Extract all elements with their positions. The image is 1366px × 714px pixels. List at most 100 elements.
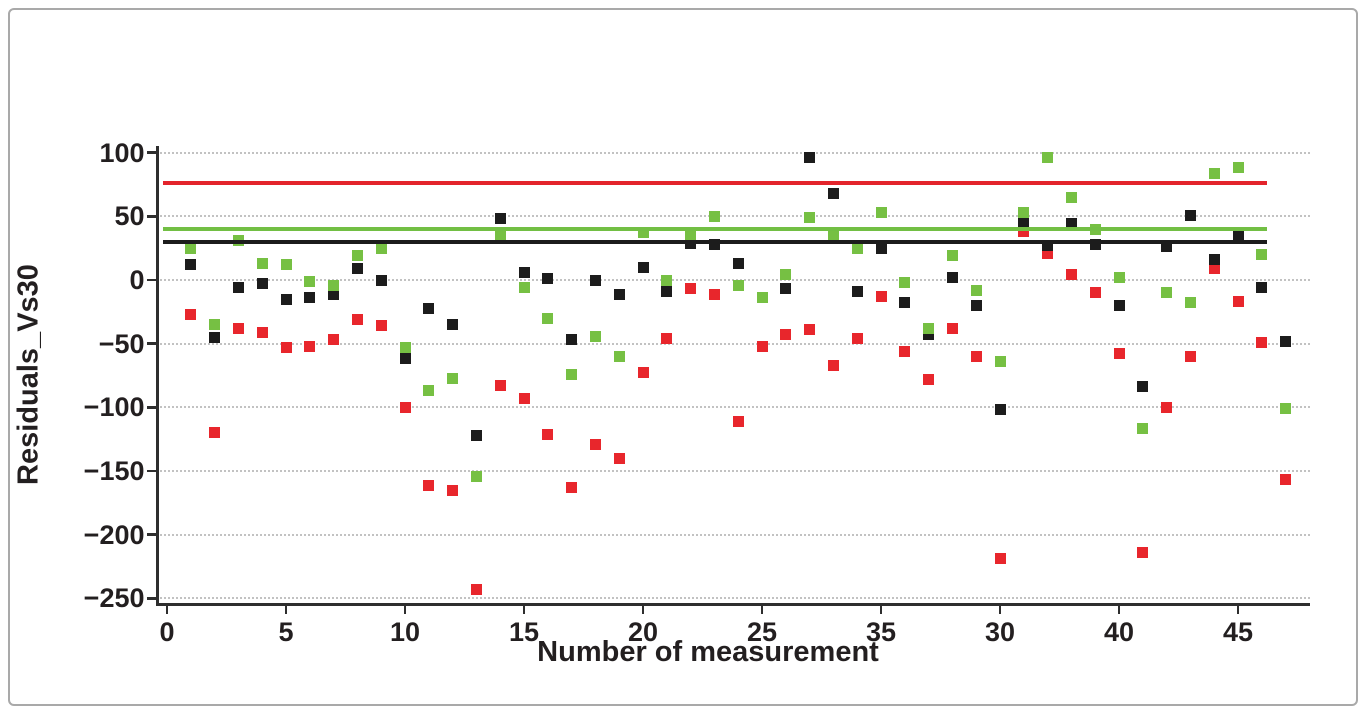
y-tick-label--150: −150 (83, 455, 145, 486)
black-data-point (851, 285, 863, 297)
green-data-point (756, 292, 768, 304)
y-axis-title: Residuals_Vs30 (12, 264, 45, 485)
red-data-point (827, 359, 839, 371)
figure-border (8, 8, 1358, 706)
green-data-point (280, 259, 292, 271)
black-data-point (447, 319, 459, 331)
green-data-point (209, 319, 221, 331)
green-data-point (566, 368, 578, 380)
green-data-point (494, 228, 506, 240)
y-tick--100 (146, 406, 156, 409)
black-data-point (304, 292, 316, 304)
x-axis-title: Number of measurement (537, 636, 879, 668)
x-axis-line (155, 602, 1310, 606)
y-tick--50 (146, 342, 156, 345)
y-tick-50 (146, 215, 156, 218)
black-data-point (923, 329, 935, 341)
red-data-point (1137, 546, 1149, 558)
black-data-point (518, 266, 530, 278)
green-data-point (851, 242, 863, 254)
x-tick-40 (1117, 605, 1121, 614)
black-data-point (328, 288, 340, 300)
black-data-point (994, 404, 1006, 416)
gridline-y--150 (155, 469, 1310, 472)
red-data-point (375, 320, 387, 332)
black-data-point (899, 297, 911, 309)
red-data-point (708, 288, 720, 300)
red-data-point (685, 283, 697, 295)
y-tick-label--200: −200 (83, 519, 145, 550)
y-tick--250 (146, 597, 156, 600)
green-data-point (399, 341, 411, 353)
red-data-point (589, 438, 601, 450)
black-data-point (185, 259, 197, 271)
y-tick-label--250: −250 (83, 583, 145, 614)
red-data-point (994, 553, 1006, 565)
red-data-point (280, 341, 292, 353)
red-data-point (1161, 401, 1173, 413)
black-data-point (1137, 381, 1149, 393)
x-tick-0 (165, 605, 169, 614)
red-data-point (447, 484, 459, 496)
red-data-point (351, 313, 363, 325)
red-data-point (923, 373, 935, 385)
black-data-point (804, 152, 816, 164)
y-tick--200 (146, 533, 156, 536)
green-data-point (423, 385, 435, 397)
black-data-point (494, 213, 506, 225)
x-tick-label-0: 0 (159, 616, 175, 647)
gridline-y--250 (155, 597, 1310, 600)
y-tick-label-0: 0 (129, 265, 145, 295)
black-data-point (423, 302, 435, 314)
black-data-point (566, 334, 578, 346)
black-data-point (827, 187, 839, 199)
green-data-point (1208, 167, 1220, 179)
red-data-point (1042, 247, 1054, 259)
red-data-point (756, 340, 768, 352)
red-data-point (1256, 336, 1268, 348)
green-data-point (875, 207, 887, 218)
gridline-y--200 (155, 533, 1310, 536)
x-tick-30 (998, 605, 1002, 614)
black-line (163, 240, 1267, 244)
red-data-point (494, 380, 506, 392)
red-data-point (661, 333, 673, 345)
x-tick-label-40: 40 (1103, 616, 1135, 647)
green-data-point (1232, 162, 1244, 174)
black-data-point (1184, 209, 1196, 221)
green-data-point (185, 242, 197, 254)
black-data-point (1161, 241, 1173, 253)
green-data-point (447, 372, 459, 384)
black-data-point (1042, 240, 1054, 252)
red-data-point (1208, 263, 1220, 275)
x-tick-label-25: 25 (746, 616, 778, 647)
green-data-point (661, 274, 673, 286)
green-data-point (351, 250, 363, 262)
red-data-point (1232, 296, 1244, 308)
red-data-point (328, 334, 340, 346)
green-data-point (827, 231, 839, 243)
x-tick-10 (403, 605, 407, 614)
x-tick-label-10: 10 (389, 616, 421, 647)
black-data-point (1089, 238, 1101, 250)
gridline-y--50 (155, 342, 1310, 345)
green-data-point (946, 250, 958, 262)
y-tick-label--100: −100 (83, 392, 145, 423)
green-data-point (637, 227, 649, 239)
black-data-point (232, 282, 244, 294)
black-data-point (1018, 217, 1030, 229)
green-data-point (1280, 403, 1292, 415)
x-tick-label-45: 45 (1222, 616, 1254, 647)
black-data-point (1256, 282, 1268, 294)
gridline-y--100 (155, 406, 1310, 409)
red-data-point (304, 340, 316, 352)
y-tick-label-50: 50 (114, 201, 145, 232)
x-tick-label-35: 35 (865, 616, 897, 647)
gridline-y-50 (155, 215, 1310, 218)
red-data-point (851, 333, 863, 345)
red-data-point (542, 428, 554, 440)
red-data-point (1089, 287, 1101, 299)
y-tick-label-100: 100 (99, 137, 145, 168)
green-data-point (1184, 297, 1196, 309)
